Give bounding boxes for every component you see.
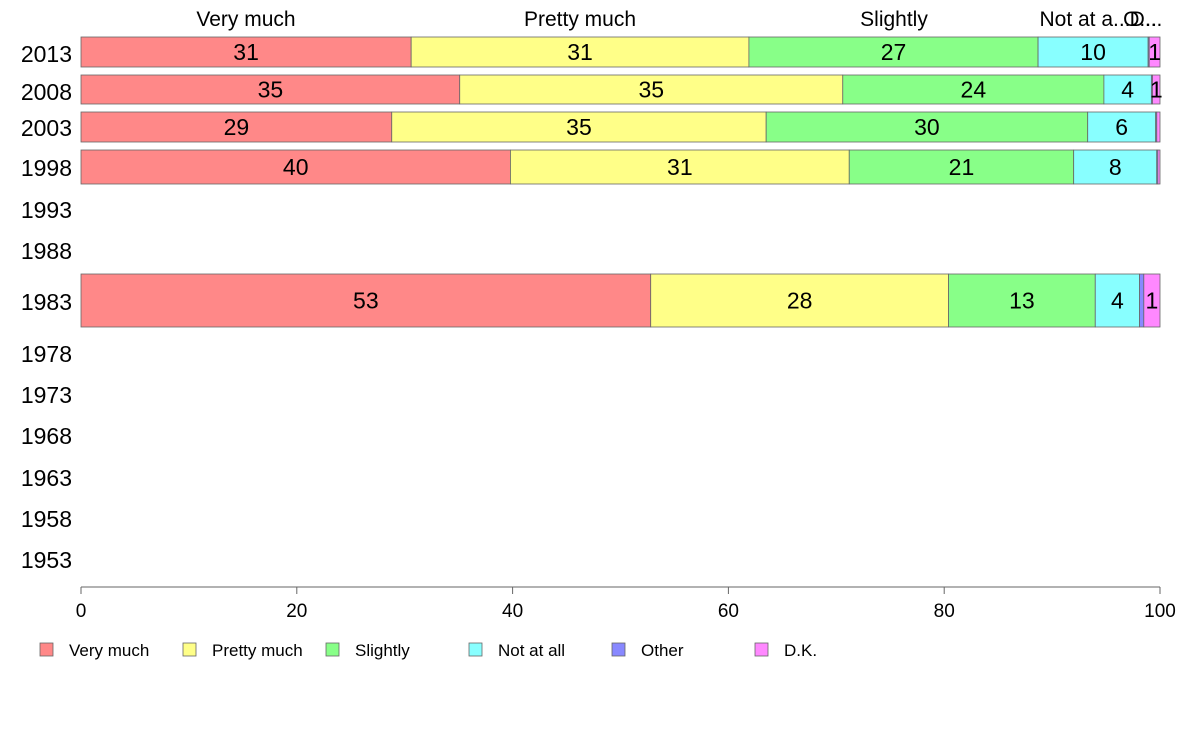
column-header: Pretty much xyxy=(524,8,636,31)
column-header: Not at a... xyxy=(1039,8,1130,31)
y-tick-label: 2008 xyxy=(21,79,72,105)
legend-item: D.K. xyxy=(754,641,817,660)
legend-label: Slightly xyxy=(355,641,410,660)
y-tick-label: 1968 xyxy=(21,423,72,449)
y-tick-label: 1983 xyxy=(21,289,72,315)
bar-segment xyxy=(1157,149,1161,185)
legend-item: Pretty much xyxy=(182,641,303,660)
legend-item: Not at all xyxy=(468,641,565,660)
data-label: 8 xyxy=(1109,154,1122,180)
legend-swatch xyxy=(754,642,769,657)
data-label: 21 xyxy=(949,154,975,180)
data-label: 35 xyxy=(638,77,664,103)
data-label: 4 xyxy=(1121,77,1134,103)
y-tick-label: 1953 xyxy=(21,547,72,573)
bar-segment xyxy=(842,74,1105,105)
y-tick-label: 2013 xyxy=(21,41,72,67)
data-label: 4 xyxy=(1111,288,1124,314)
bar-segment xyxy=(391,111,767,143)
legend-label: D.K. xyxy=(784,641,817,660)
data-label: 1 xyxy=(1146,288,1159,314)
data-label: 1 xyxy=(1148,39,1161,65)
data-label: 40 xyxy=(283,154,309,180)
y-tick-label: 2003 xyxy=(21,115,72,141)
bar-segment xyxy=(1094,273,1140,328)
y-tick-label: 1993 xyxy=(21,197,72,223)
column-header: D... xyxy=(1130,8,1163,31)
legend: Very much Pretty much Slightly Not at all Ot… xyxy=(39,641,817,660)
bar-segment xyxy=(765,111,1089,143)
y-axis-labels: 2013 2008 2003 1998 1993 1988 1983 1978 1973 1968… xyxy=(21,41,72,573)
legend-item: Other xyxy=(611,641,684,660)
bar-segment xyxy=(459,74,844,105)
y-tick-label: 1963 xyxy=(21,465,72,491)
y-tick-label: 1973 xyxy=(21,382,72,408)
y-tick-label: 1978 xyxy=(21,341,72,367)
bar-segment xyxy=(1152,74,1161,105)
column-header: Very much xyxy=(196,8,295,31)
bar-segment xyxy=(1073,149,1158,185)
x-tick-label: 60 xyxy=(718,601,739,622)
legend-item: Slightly xyxy=(325,641,410,660)
y-tick-label: 1958 xyxy=(21,506,72,532)
bars: 31 31 27 10 135 35 24 4 129 35 30 640 31 21 853 28 13 4 1 xyxy=(80,36,1163,328)
bar-segment xyxy=(1143,273,1161,328)
bar-segment xyxy=(1139,273,1145,328)
bar-segment xyxy=(1087,111,1157,143)
y-tick-label: 1998 xyxy=(21,155,72,181)
legend-label: Not at all xyxy=(498,641,565,660)
column-headers: Very much Pretty much Slightly Not at a...O… xyxy=(196,8,1162,31)
bar-segment xyxy=(1156,111,1161,143)
bar-segment xyxy=(80,273,652,328)
x-axis: 0 20 40 60 80 100 xyxy=(76,586,1176,622)
data-label: 30 xyxy=(914,114,940,140)
legend-label: Very much xyxy=(69,641,149,660)
bar-segment xyxy=(650,273,949,328)
data-label: 31 xyxy=(667,154,693,180)
data-label: 24 xyxy=(961,77,987,103)
data-label: 13 xyxy=(1009,288,1035,314)
bar-segment xyxy=(948,273,1096,328)
legend-swatch xyxy=(468,642,483,657)
data-label: 29 xyxy=(224,114,250,140)
bar-segment xyxy=(1148,36,1161,68)
data-label: 35 xyxy=(566,114,592,140)
legend-swatch xyxy=(182,642,197,657)
data-label: 31 xyxy=(233,39,259,65)
legend-item: Very much xyxy=(39,641,149,660)
bar-segment xyxy=(510,149,850,185)
bar-segment xyxy=(80,149,511,185)
data-label: 10 xyxy=(1080,39,1106,65)
data-label: 28 xyxy=(787,288,813,314)
data-label: 27 xyxy=(881,39,907,65)
x-tick-label: 80 xyxy=(934,601,955,622)
bar-segment xyxy=(80,111,393,143)
data-label: 35 xyxy=(258,77,284,103)
data-label: 31 xyxy=(567,39,593,65)
column-header: Slightly xyxy=(860,8,928,31)
x-tick-label: 0 xyxy=(76,601,87,622)
y-tick-label: 1988 xyxy=(21,238,72,264)
legend-swatch xyxy=(325,642,340,657)
legend-label: Pretty much xyxy=(212,641,303,660)
bar-segment xyxy=(848,149,1075,185)
x-tick-label: 20 xyxy=(286,601,307,622)
column-header: O... xyxy=(1123,8,1157,31)
legend-swatch xyxy=(611,642,626,657)
x-tick-label: 100 xyxy=(1144,601,1176,622)
bar-segment xyxy=(80,74,461,105)
data-label: 6 xyxy=(1115,114,1128,140)
legend-label: Other xyxy=(641,641,684,660)
data-label: 1 xyxy=(1150,77,1163,103)
data-label: 53 xyxy=(353,288,379,314)
bar-segment xyxy=(410,36,750,68)
x-tick-label: 40 xyxy=(502,601,523,622)
legend-swatch xyxy=(39,642,54,657)
